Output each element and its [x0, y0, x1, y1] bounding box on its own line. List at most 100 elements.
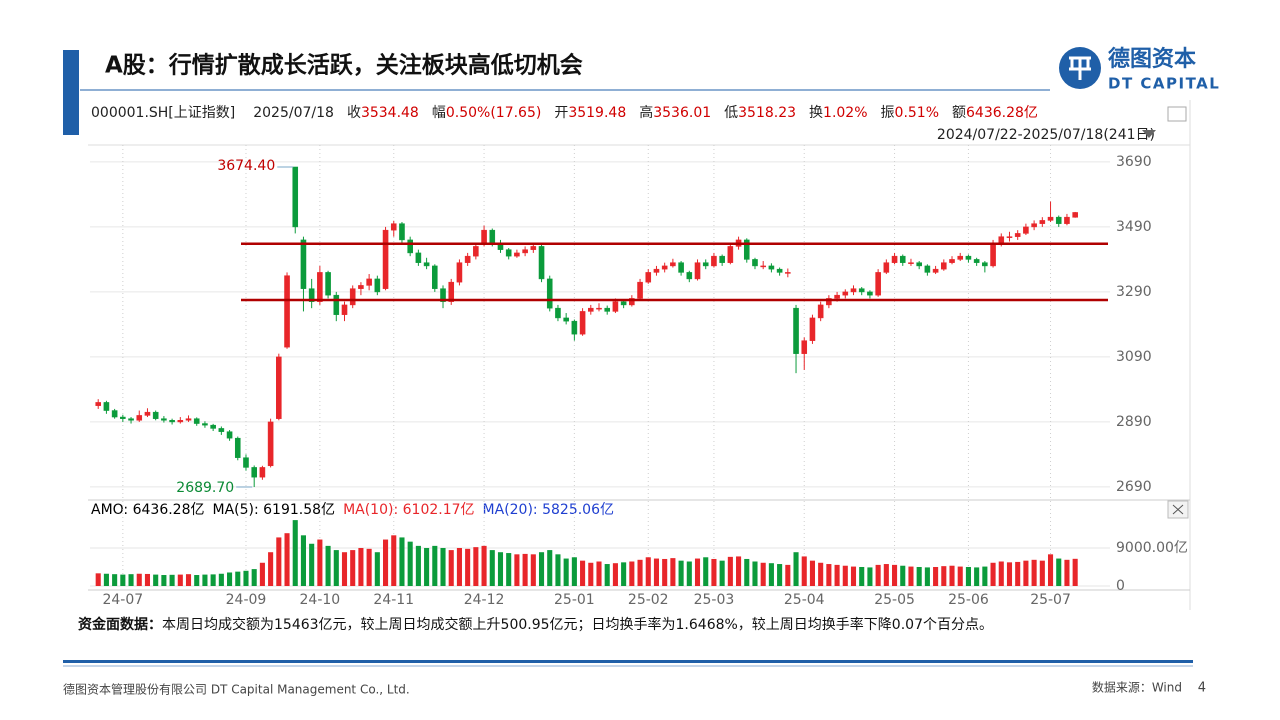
volume-bar [325, 545, 331, 586]
candle-body [793, 307, 799, 354]
quote-label: 换 [809, 104, 823, 121]
candle-body [1014, 233, 1021, 237]
candle-body [300, 239, 307, 289]
candle-body [95, 402, 102, 406]
volume-bar [883, 564, 889, 586]
volume-bar [391, 535, 397, 586]
volume-bar [432, 545, 438, 586]
candle-body [694, 262, 701, 280]
volume-bar [629, 561, 635, 586]
candle-body [604, 307, 611, 312]
volume-bar [670, 558, 676, 586]
logo: 德图资本 DT CAPITAL [1059, 46, 1219, 93]
candle-body [489, 229, 496, 244]
volume-bar [809, 560, 815, 586]
candle-body [267, 421, 274, 467]
volume-bar [785, 564, 791, 586]
volume-bar [1056, 558, 1062, 586]
candle-body [842, 291, 849, 296]
volume-bar [900, 565, 906, 586]
volume-bar [637, 559, 643, 586]
volume-bar [621, 562, 627, 586]
candle-body [308, 288, 315, 302]
date-range: 2024/07/22-2025/07/18(241日) [937, 127, 1155, 143]
candle-body [826, 298, 832, 306]
candle-body [390, 223, 397, 231]
footer-company: 德图资本管理股份有限公司 DT Capital Management Co., … [63, 682, 410, 697]
legend-entry: AMO: 6436.28亿 [91, 502, 205, 518]
candle-body [538, 246, 545, 280]
candle-body [875, 272, 881, 296]
candle-body [399, 223, 405, 241]
y-tick-label: 3290 [1116, 284, 1152, 300]
volume-bar [506, 553, 512, 586]
volume-bar [161, 575, 167, 586]
candle-body [177, 420, 184, 423]
candle-body [415, 252, 422, 263]
volume-bar [128, 574, 134, 586]
candle-body [193, 418, 200, 424]
volume-bar [662, 558, 668, 586]
candle-body [530, 246, 537, 250]
volume-bar [259, 562, 265, 586]
candle-body [768, 265, 775, 270]
volume-bar [448, 550, 454, 586]
candle-body [440, 288, 446, 302]
volume-bar [563, 558, 569, 586]
volume-bar [727, 556, 733, 586]
candle-body [473, 246, 479, 257]
volume-bar [653, 558, 660, 586]
candle-body [276, 356, 282, 419]
volume-bar [333, 550, 339, 586]
candle-body [973, 259, 980, 263]
volume-bar [760, 562, 766, 586]
volume-bar [1047, 554, 1054, 586]
volume-bar [399, 537, 405, 586]
volume-bar [424, 547, 430, 586]
candle-body [596, 307, 602, 310]
candle-body [670, 262, 676, 267]
candle-body [858, 288, 865, 293]
x-tick-label: 24-10 [300, 592, 341, 608]
candle-body [941, 262, 947, 270]
volume-bar [1015, 561, 1021, 586]
volume-bar [974, 567, 980, 586]
candle-body [661, 265, 668, 270]
candle-body [645, 272, 652, 283]
volume-bar [892, 564, 898, 586]
candle-body [629, 298, 635, 306]
volume-bar [268, 552, 274, 586]
volume-bar [768, 563, 774, 586]
candle-body [522, 249, 528, 254]
candle-body [932, 268, 939, 273]
logo-glyph [1069, 56, 1091, 80]
candle-body [358, 285, 364, 289]
candle-body [949, 259, 955, 263]
candle-body [801, 340, 808, 354]
quote-bar: 000001.SH[上证指数] 2025/07/18 收3534.48 幅0.50%(… [91, 104, 1038, 121]
volume-bar [177, 574, 183, 586]
quote-value: 3536.01 [653, 105, 711, 121]
volume-bar [957, 566, 963, 586]
candle-body [702, 262, 709, 267]
candle-body [990, 242, 996, 267]
volume-bar [522, 553, 528, 586]
volume-bar [793, 552, 799, 586]
candle-body [243, 457, 249, 468]
volume-bar [292, 520, 298, 586]
candle-body [152, 411, 159, 419]
volume-bar [144, 573, 151, 586]
candle-body [366, 278, 372, 286]
y-tick-label: 3690 [1116, 154, 1152, 170]
volume-bar [415, 545, 421, 586]
quote-label: 振 [881, 105, 895, 121]
volume-bar [777, 564, 783, 586]
volume-bar [941, 566, 947, 586]
y-tick-label: 2690 [1116, 479, 1152, 495]
legend-entry: MA(10): 6102.17亿 [343, 502, 474, 518]
quote-label: 幅 [432, 105, 446, 121]
ticker: 000001.SH[上证指数] [91, 105, 235, 121]
candle-body [111, 410, 118, 418]
volume-bar [645, 557, 651, 586]
candle-body [752, 259, 758, 267]
